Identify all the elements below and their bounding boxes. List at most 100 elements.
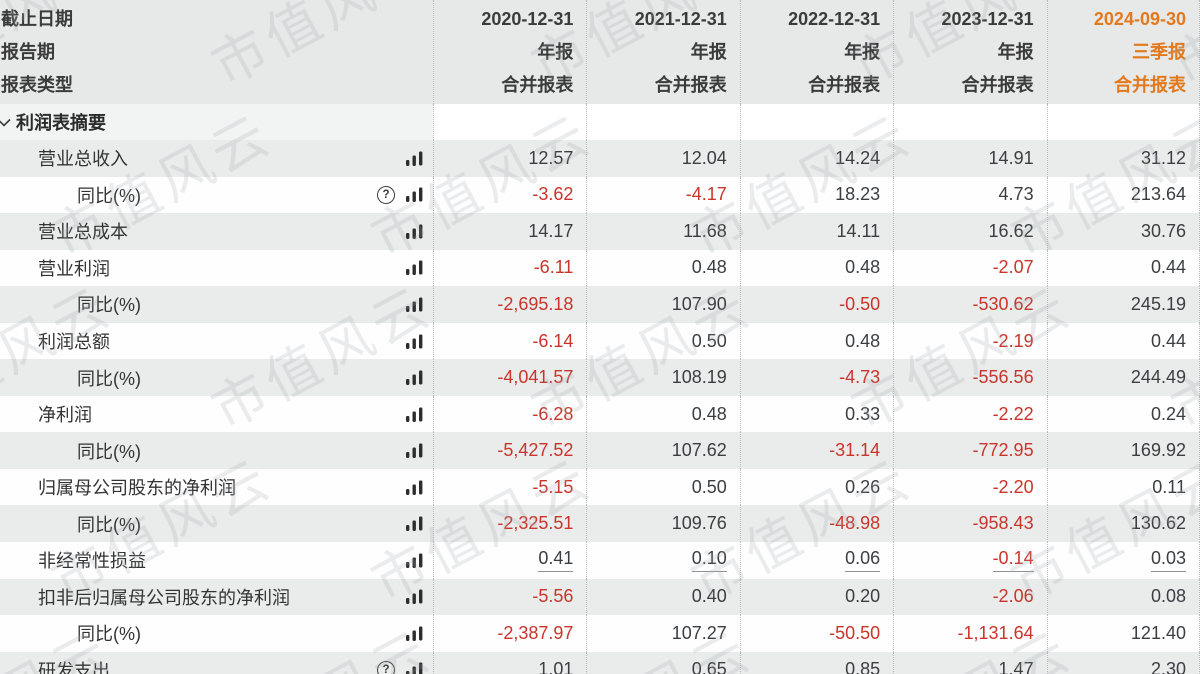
value[interactable]: 0.10 (691, 548, 727, 572)
bar-chart-icon[interactable] (405, 334, 424, 349)
value-cell: -958.43 (893, 505, 1047, 543)
value: 12.57 (528, 147, 574, 168)
value-cell: 0.50 (586, 322, 740, 360)
value: 14.24 (835, 147, 881, 168)
value: 0.44 (1150, 257, 1186, 278)
row-label-cell: 研发支出? (0, 651, 433, 674)
value-cell: 0.11 (1046, 468, 1200, 506)
row-label-cell: 同比(%) (0, 432, 433, 469)
row-label: 利润总额 (38, 332, 110, 352)
value-cell: 107.90 (586, 286, 740, 323)
bar-chart-icon[interactable] (405, 589, 424, 605)
row-label: 营业利润 (38, 258, 110, 279)
value-cell: 31.12 (1046, 140, 1200, 177)
row-label-cell: 同比(%) (0, 505, 433, 543)
value[interactable]: 0.06 (845, 548, 881, 572)
bar-chart-icon[interactable] (405, 443, 424, 459)
value[interactable]: -0.14 (992, 548, 1034, 572)
value: -556.56 (972, 367, 1034, 388)
row-icons (405, 323, 424, 360)
value: 2.30 (1150, 659, 1186, 674)
value-cell: -2.19 (893, 322, 1047, 360)
table-row: 净利润 -6.28 0.48 0.33 -2.22 0.24 (0, 395, 1200, 433)
value-cell: 0.06 (739, 542, 894, 579)
section-row-income-statement[interactable]: 利润表摘要 (0, 104, 1200, 140)
value: -5.15 (532, 476, 574, 497)
bar-chart-icon[interactable] (405, 480, 424, 495)
value: 0.48 (845, 330, 881, 351)
value: -2.19 (992, 330, 1034, 351)
value-cell: -2.20 (893, 468, 1047, 506)
header-column-2023-12-31: 2023-12-31 年报 合并报表 (893, 0, 1046, 104)
value[interactable]: 0.41 (538, 548, 574, 572)
row-label: 同比(%) (77, 441, 141, 462)
value-cell: 0.20 (739, 578, 894, 616)
value: 107.90 (671, 293, 727, 314)
value-cell: 11.68 (586, 213, 740, 250)
value: -530.62 (972, 293, 1034, 314)
header-period: 年报 (537, 42, 574, 62)
header-date: 2022-12-31 (788, 9, 881, 29)
question-mark-icon[interactable]: ? (377, 660, 395, 674)
section-empty-cell (1046, 104, 1200, 140)
value: 12.04 (681, 147, 727, 168)
section-toggle[interactable]: 利润表摘要 (0, 104, 433, 140)
value-cell: -50.50 (739, 615, 894, 652)
value-cell: 0.48 (586, 395, 740, 433)
value: 130.62 (1130, 513, 1186, 534)
bar-chart-icon[interactable] (405, 516, 424, 532)
value-cell: 169.92 (1046, 432, 1200, 469)
bar-chart-icon[interactable] (405, 626, 424, 641)
value: -2,387.97 (497, 622, 574, 643)
row-icons (405, 359, 424, 396)
table-row: 营业利润 -6.11 0.48 0.48 -2.07 0.44 (0, 249, 1200, 287)
bar-chart-icon[interactable] (405, 260, 424, 276)
table-row: 研发支出? 1.01 0.65 0.85 1.47 2.30 (0, 651, 1200, 674)
value-cell: -5.56 (433, 578, 587, 616)
row-label: 扣非后归属母公司股东的净利润 (38, 587, 290, 608)
header-type: 合并报表 (961, 75, 1034, 95)
value: 0.48 (691, 257, 727, 278)
value-cell: -2,695.18 (433, 286, 587, 323)
value: 14.11 (836, 220, 881, 241)
bar-chart-icon[interactable] (405, 370, 424, 386)
row-label: 营业总成本 (38, 222, 128, 243)
bar-chart-icon[interactable] (405, 297, 424, 312)
value-cell: 2.30 (1046, 651, 1200, 674)
table-row: 同比(%)? -3.62 -4.17 18.23 4.73 213.64 (0, 176, 1200, 214)
value: 245.19 (1130, 293, 1186, 314)
table-row: 同比(%) -2,387.97 107.27 -50.50 -1,131.64 121.4… (0, 615, 1200, 652)
row-icons (405, 469, 424, 506)
value-cell: 0.44 (1046, 249, 1200, 287)
value: 0.50 (691, 476, 727, 497)
row-icons (405, 615, 424, 652)
bar-chart-icon[interactable] (405, 224, 424, 239)
value-cell: -5,427.52 (433, 432, 587, 469)
header-column-2021-12-31: 2021-12-31 年报 合并报表 (586, 0, 739, 104)
row-label-cell: 营业利润 (0, 249, 433, 287)
chevron-down-icon[interactable] (0, 118, 11, 127)
bar-chart-icon[interactable] (405, 187, 424, 203)
value[interactable]: 0.03 (1150, 548, 1186, 572)
bar-chart-icon[interactable] (405, 662, 424, 674)
question-mark-icon[interactable]: ? (377, 185, 395, 204)
value-cell: 0.26 (739, 468, 894, 506)
section-empty-cell (893, 104, 1047, 140)
value: -4,041.57 (497, 367, 574, 388)
table-body: 营业总收入 12.57 12.04 14.24 14.91 31.12 同比(%)? -3.6… (0, 140, 1200, 674)
header-period: 三季报 (1131, 42, 1186, 62)
value: 1.01 (538, 659, 574, 674)
header-period: 年报 (690, 42, 727, 62)
row-icons: ? (377, 177, 424, 214)
bar-chart-icon[interactable] (405, 407, 424, 422)
value: -2,325.51 (497, 513, 574, 534)
row-label-cell: 同比(%) (0, 359, 433, 396)
header-column-2024-09-30: 2024-09-30 三季报 合并报表 (1046, 0, 1200, 104)
value-cell: -4,041.57 (433, 359, 587, 396)
value-cell: -3.62 (433, 176, 587, 214)
row-label: 同比(%) (77, 624, 141, 645)
bar-chart-icon[interactable] (405, 151, 424, 166)
value: -50.50 (829, 622, 881, 643)
bar-chart-icon[interactable] (405, 553, 424, 568)
